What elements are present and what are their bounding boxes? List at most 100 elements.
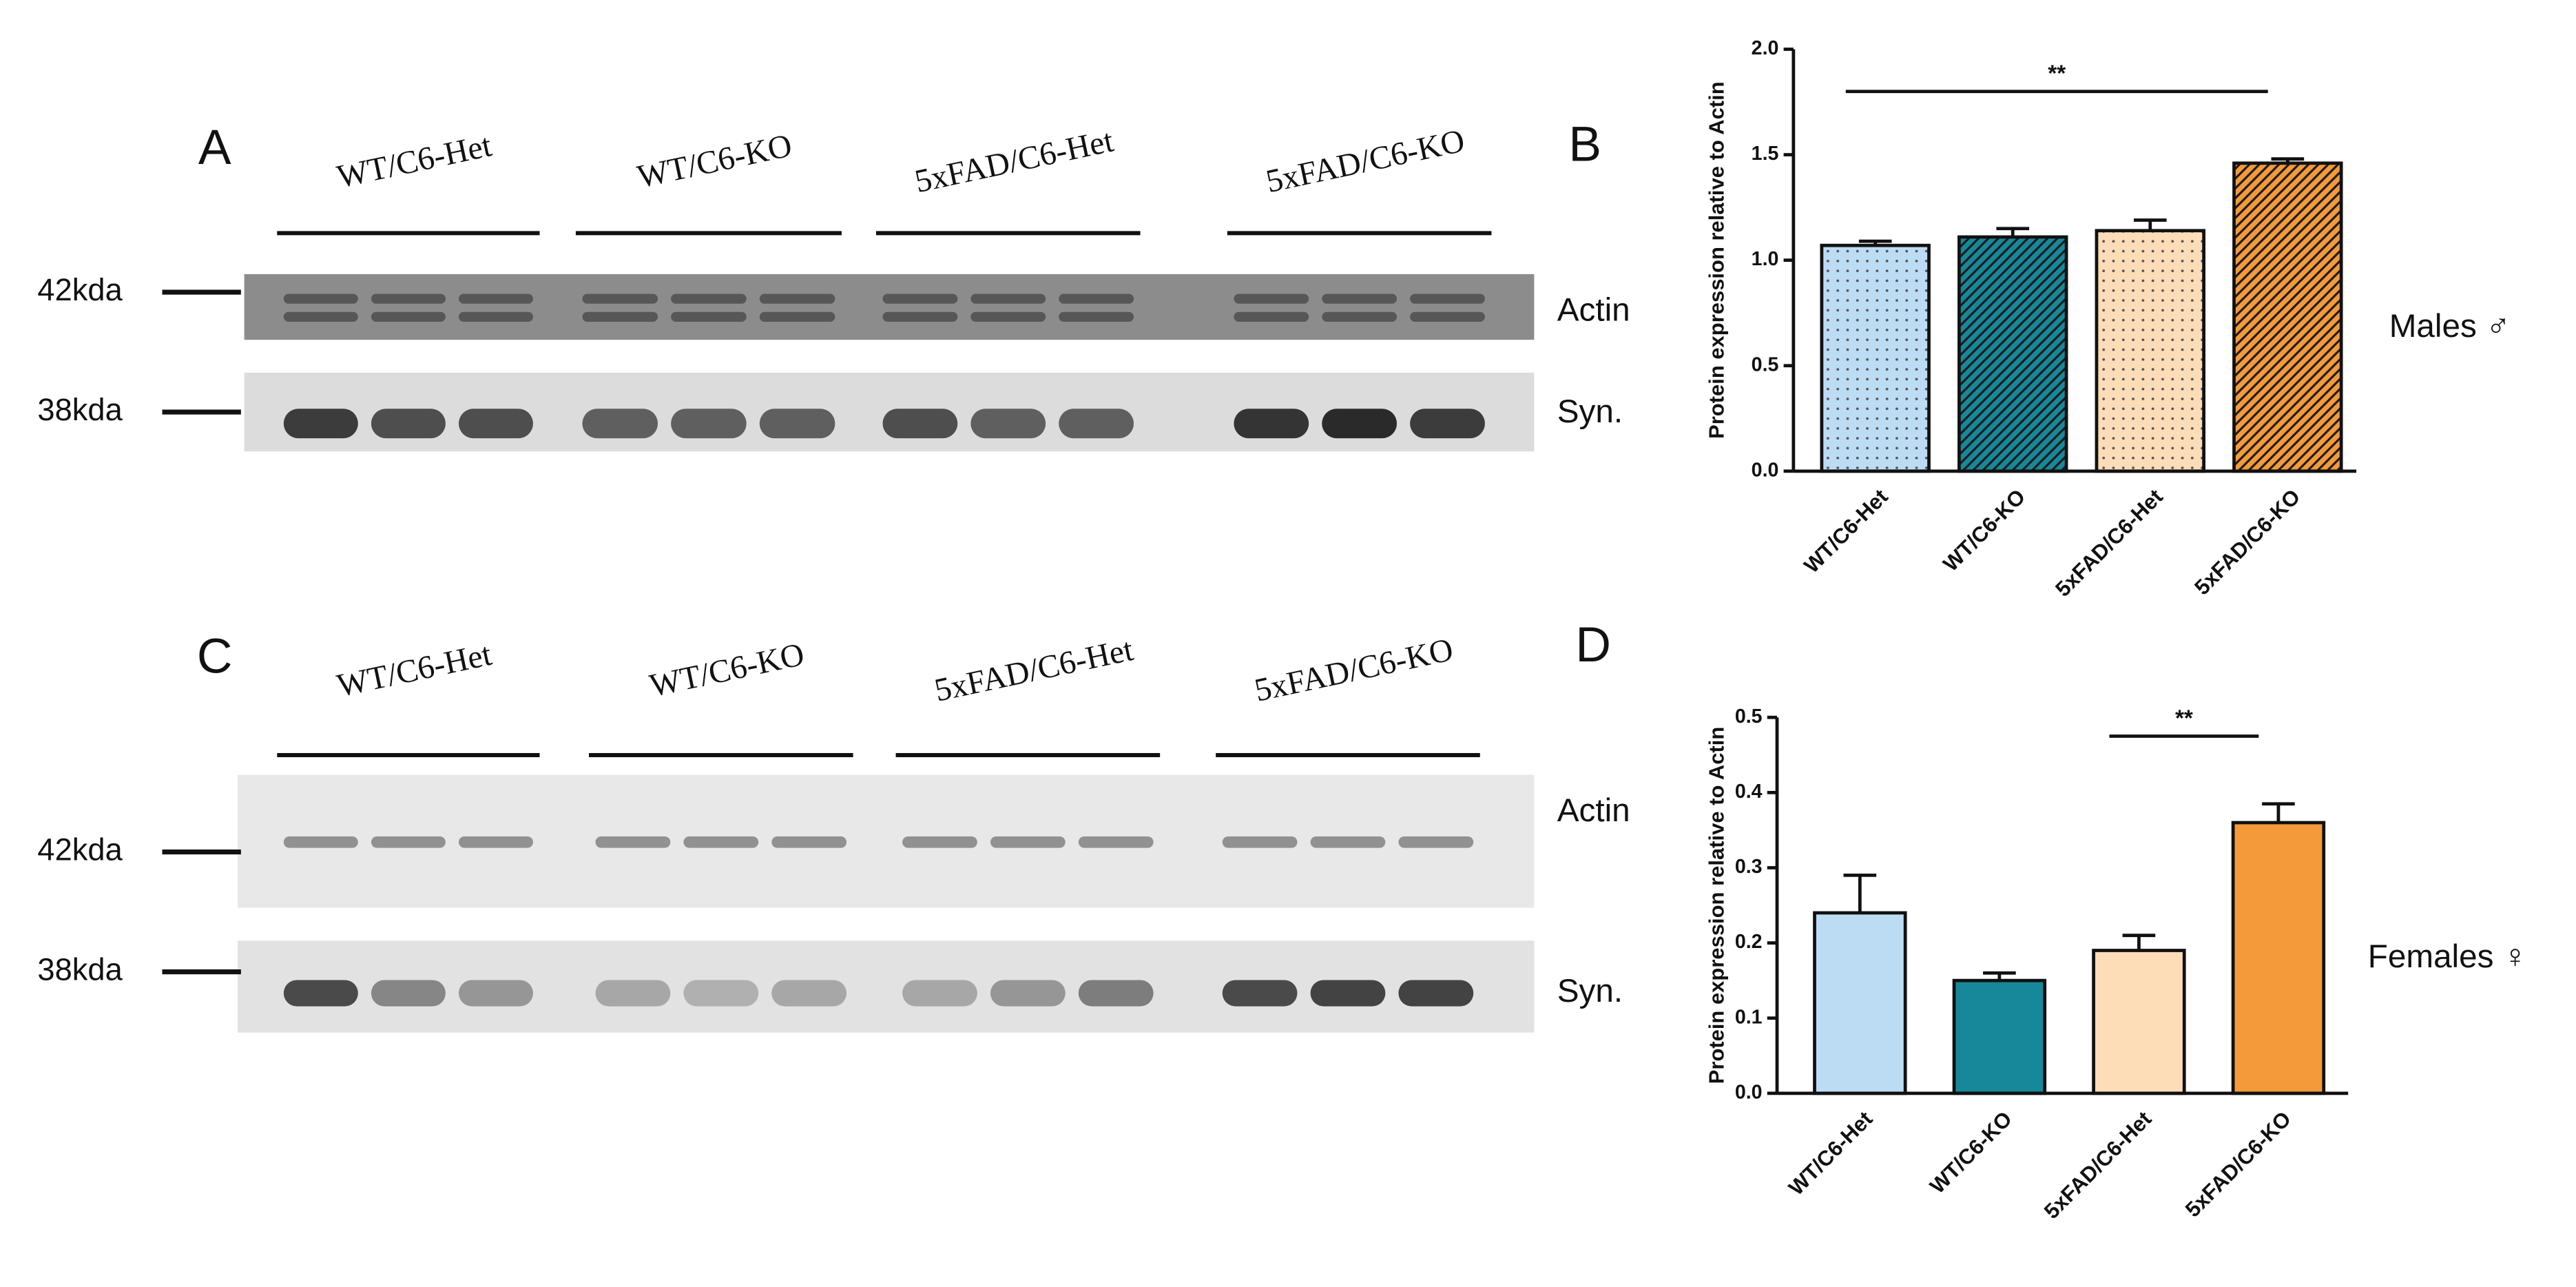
bar — [2092, 949, 2186, 1095]
y-tick-label: 0.0 — [1735, 1081, 1763, 1103]
blot-band — [1059, 409, 1134, 439]
blot-band — [1078, 980, 1154, 1007]
panel-letter: B — [1568, 116, 1601, 172]
x-tick-label: WT/C6-KO — [1925, 1106, 2017, 1198]
blot-band — [371, 980, 446, 1007]
blot-band — [1410, 409, 1485, 439]
blot-band — [283, 311, 358, 322]
y-tick-label: 1.0 — [1752, 248, 1779, 270]
x-tick-label: 5xFAD/C6-Het — [2039, 1106, 2157, 1224]
bar — [1813, 911, 1907, 1095]
blot-band — [371, 294, 446, 304]
blot-strip — [244, 274, 1535, 340]
blot-band — [1310, 980, 1386, 1007]
blot-band — [671, 409, 747, 439]
blot-band — [582, 409, 658, 439]
x-tick-label: WT/C6-KO — [1938, 484, 2030, 576]
y-tick-label: 0.2 — [1735, 931, 1763, 953]
bar — [2231, 821, 2326, 1095]
blot-band — [458, 980, 533, 1007]
y-tick-label: 0.5 — [1752, 353, 1779, 375]
marker-label: 42kda — [37, 832, 123, 867]
blot-band — [1234, 294, 1309, 304]
blot-band — [990, 836, 1066, 848]
blot-band — [902, 980, 977, 1007]
blot-band — [1398, 836, 1474, 848]
blot-band — [582, 294, 658, 304]
blot-band — [1222, 836, 1298, 848]
blot-band — [458, 294, 533, 304]
group-label: 5xFAD/C6-Het — [912, 123, 1116, 200]
bar — [2232, 161, 2343, 473]
x-tick-label: WT/C6-Het — [1799, 484, 1892, 577]
group-label: WT/C6-Het — [334, 127, 495, 195]
blot-band — [759, 294, 835, 304]
blot-band — [283, 980, 358, 1007]
y-tick-label: 2.0 — [1752, 37, 1779, 59]
y-tick-label: 1.5 — [1752, 143, 1779, 165]
marker-label: 42kda — [37, 272, 123, 307]
blot-band — [771, 980, 847, 1007]
y-tick-label: 0.0 — [1752, 459, 1779, 481]
blot-band — [595, 980, 671, 1007]
panel-letter: A — [198, 120, 231, 175]
blot-band — [1410, 294, 1485, 304]
blot-band — [970, 409, 1046, 439]
blot-band — [1234, 311, 1309, 322]
bar — [1820, 243, 1931, 473]
band-label: Actin — [1557, 792, 1630, 829]
y-tick-label: 0.3 — [1735, 856, 1763, 878]
blot-band — [671, 294, 747, 304]
blot-band — [970, 294, 1046, 304]
x-tick-label: 5xFAD/C6-Het — [2050, 484, 2168, 601]
significance-label: ** — [2048, 61, 2066, 87]
blot-band — [371, 311, 446, 322]
blot-band — [371, 409, 446, 439]
marker-label: 38kda — [37, 951, 123, 987]
band-label: Syn. — [1557, 973, 1623, 1009]
blot-band — [759, 311, 835, 322]
blot-band — [1410, 311, 1485, 322]
blot-band — [458, 409, 533, 439]
panel-letter: D — [1575, 617, 1611, 672]
side-label: Males ♂ — [2389, 308, 2511, 344]
x-tick-label: WT/C6-Het — [1784, 1106, 1877, 1200]
blot-band — [283, 409, 358, 439]
group-label: WT/C6-Het — [334, 637, 495, 704]
blot-band — [1078, 836, 1154, 848]
group-label: WT/C6-KO — [647, 637, 807, 704]
band-label: Syn. — [1557, 393, 1623, 430]
blot-band — [882, 294, 958, 304]
bar — [2095, 229, 2205, 473]
blot-band — [882, 311, 958, 322]
blot-band — [882, 409, 958, 439]
blot-band — [759, 409, 835, 439]
y-tick-label: 0.1 — [1735, 1006, 1763, 1028]
blot-band — [990, 980, 1066, 1007]
blot-band — [671, 311, 747, 322]
blot-band — [1222, 980, 1298, 1007]
group-label: WT/C6-KO — [634, 127, 795, 195]
blot-band — [1322, 409, 1398, 439]
x-tick-label: 5xFAD/C6-KO — [2181, 1106, 2296, 1222]
bar — [1952, 978, 2047, 1095]
blot-band — [1322, 294, 1398, 304]
blot-band — [902, 836, 977, 848]
blot-band — [1398, 980, 1474, 1007]
blot-band — [771, 836, 847, 848]
blot-band — [1059, 294, 1134, 304]
y-tick-label: 0.5 — [1735, 706, 1763, 728]
blot-band — [283, 294, 358, 304]
blot-band — [371, 836, 446, 848]
group-label: 5xFAD/C6-KO — [1263, 123, 1468, 200]
blot-band — [970, 311, 1046, 322]
panel-letter: C — [197, 629, 233, 684]
y-tick-label: 0.4 — [1735, 781, 1763, 803]
y-axis-title: Protein expression relative to Actin — [1704, 727, 1728, 1084]
band-label: Actin — [1557, 291, 1630, 328]
side-label: Females ♀ — [2368, 938, 2528, 975]
group-label: 5xFAD/C6-Het — [931, 632, 1136, 709]
blot-band — [1310, 836, 1386, 848]
blot-band — [683, 836, 759, 848]
